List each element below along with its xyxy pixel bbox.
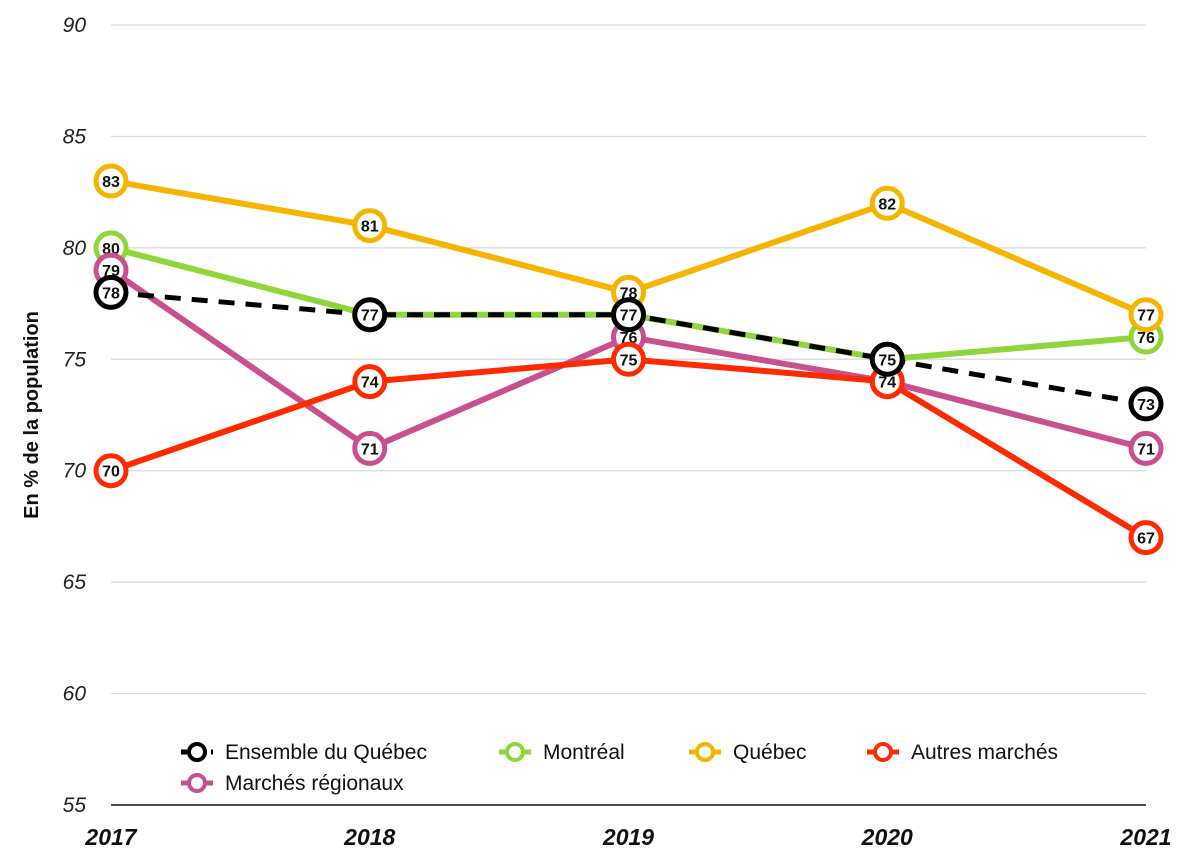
legend-swatch-marker bbox=[875, 744, 891, 760]
y-tick-label: 75 bbox=[63, 348, 87, 371]
legend: Ensemble du Québec Montréal Québec Autres m… bbox=[181, 741, 1058, 795]
legend-swatch-marker bbox=[189, 744, 205, 760]
data-label: 76 bbox=[1137, 330, 1155, 347]
y-tick-label: 55 bbox=[63, 794, 87, 817]
data-label: 70 bbox=[102, 464, 120, 481]
x-tick-label: 2021 bbox=[1119, 824, 1171, 850]
data-label: 73 bbox=[1137, 397, 1155, 414]
y-tick-label: 85 bbox=[63, 125, 87, 148]
line-chart: 55 60 65 70 75 80 85 90 2017 2018 2019 2020 2021 En… bbox=[0, 0, 1186, 865]
data-label: 77 bbox=[361, 308, 379, 325]
legend-label: Marchés régionaux bbox=[225, 772, 404, 795]
legend-item-marches-regionaux: Marchés régionaux bbox=[181, 772, 404, 795]
data-label: 75 bbox=[878, 352, 896, 369]
y-tick-label: 90 bbox=[63, 14, 87, 37]
data-label: 82 bbox=[878, 196, 896, 213]
data-label: 78 bbox=[102, 285, 120, 302]
legend-item-autres-marches: Autres marchés bbox=[867, 741, 1058, 764]
data-label: 77 bbox=[1137, 308, 1155, 325]
data-label: 77 bbox=[620, 308, 638, 325]
y-tick-label: 60 bbox=[63, 683, 87, 706]
legend-item-ensemble-du-quebec: Ensemble du Québec bbox=[181, 741, 427, 764]
legend-swatch-marker bbox=[697, 744, 713, 760]
data-label: 71 bbox=[1137, 441, 1155, 458]
x-tick-label: 2019 bbox=[602, 824, 654, 850]
y-tick-label: 65 bbox=[63, 571, 87, 594]
legend-swatch-marker bbox=[189, 775, 205, 791]
data-label: 83 bbox=[102, 174, 120, 191]
data-label: 67 bbox=[1137, 531, 1155, 548]
series-line bbox=[111, 359, 1146, 537]
legend-label: Montréal bbox=[543, 741, 625, 764]
series-autres-marches: 70 74 75 74 67 bbox=[96, 344, 1161, 552]
legend-swatch-marker bbox=[507, 744, 523, 760]
x-axis: 2017 2018 2019 2020 2021 bbox=[84, 824, 1171, 850]
x-tick-label: 2017 bbox=[84, 824, 137, 850]
data-label: 74 bbox=[878, 375, 896, 392]
x-tick-label: 2018 bbox=[343, 824, 395, 850]
data-label: 74 bbox=[361, 375, 379, 392]
legend-label: Autres marchés bbox=[911, 741, 1058, 764]
data-label: 71 bbox=[361, 441, 379, 458]
legend-item-montreal: Montréal bbox=[499, 741, 625, 764]
x-tick-label: 2020 bbox=[861, 824, 913, 850]
data-label: 75 bbox=[620, 352, 638, 369]
y-tick-label: 80 bbox=[63, 237, 87, 260]
legend-item-quebec: Québec bbox=[689, 741, 807, 764]
legend-label: Ensemble du Québec bbox=[225, 741, 427, 764]
legend-label: Québec bbox=[733, 741, 807, 764]
y-axis: 55 60 65 70 75 80 85 90 bbox=[63, 14, 87, 817]
y-axis-label: En % de la population bbox=[21, 311, 43, 519]
data-label: 81 bbox=[361, 219, 379, 236]
y-tick-label: 70 bbox=[63, 460, 87, 483]
